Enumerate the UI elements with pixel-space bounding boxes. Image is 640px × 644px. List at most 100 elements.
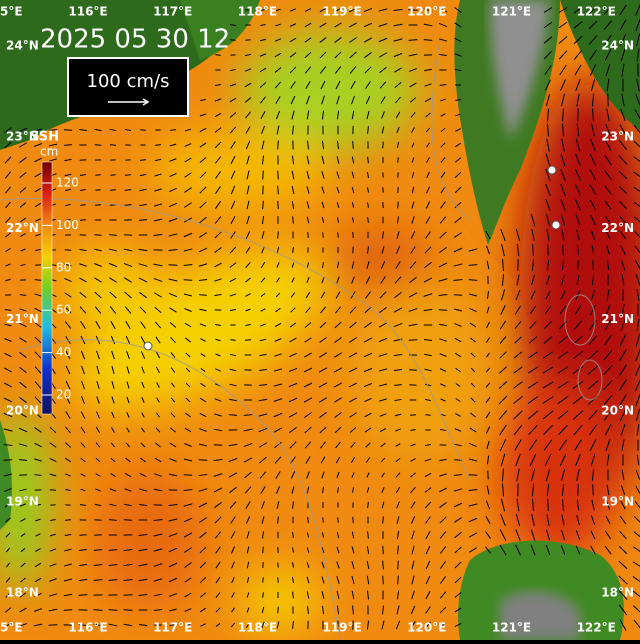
vector [263,171,264,180]
vector [79,535,86,536]
vector [383,142,384,149]
lat-label: 20°N [6,403,39,417]
vector [95,205,101,206]
lon-label: 118°E [238,621,277,635]
vector [140,160,146,161]
island [552,221,560,229]
vector [425,415,430,416]
vector [95,190,100,191]
vector [563,499,564,511]
vector [293,532,294,538]
colorbar-unit: cm [40,145,58,159]
lon-label: 122°E [577,5,616,19]
vector [124,235,132,236]
lat-label: 18°N [601,586,634,600]
colorbar-tick-label: 120 [56,176,79,190]
vector [109,520,117,521]
timestamp: 2025 05 30 12 [40,25,230,55]
vector [548,499,549,511]
lat-label: 21°N [601,312,634,326]
lon-label: 122°E [577,621,616,635]
vector [338,517,339,522]
lat-label: 24°N [601,39,634,53]
vector [109,550,118,551]
lon-label: 117°E [153,5,192,19]
vector [454,295,462,296]
lat-label: 22°N [6,221,39,235]
lat-label: 24°N [6,39,39,53]
colorbar-tick-label: 80 [56,260,71,274]
lon-label: 119°E [322,5,361,19]
vector [94,235,101,236]
vector [245,40,250,41]
vector [563,245,564,256]
lon-label: 117°E [153,621,192,635]
lat-label: 23°N [6,130,39,144]
lat-label: 20°N [601,403,634,417]
lat-label: 18°N [6,586,39,600]
vector [110,190,116,191]
vector [5,310,11,311]
lon-label: 121°E [492,621,531,635]
lon-label: 120°E [407,621,446,635]
lon-label: 118°E [238,5,277,19]
vector [469,475,478,476]
vector [125,175,131,176]
scale-label: 100 cm/s [87,71,170,92]
vector [80,160,87,161]
vector [278,171,279,180]
vector [383,576,384,585]
island [144,342,152,350]
lon-label: 116°E [68,5,107,19]
vector [308,517,309,523]
vector [323,232,324,237]
vector [353,517,354,523]
lat-label: 19°N [601,495,634,509]
vector [278,201,279,209]
vector [533,244,534,256]
vector [64,610,73,611]
vector [94,520,101,521]
lat-label: 23°N [601,130,634,144]
lon-label: 5°E [0,5,23,19]
vector [263,201,264,210]
colorbar-tick-label: 60 [56,303,71,317]
vector [278,516,279,523]
lon-label: 5°E [0,621,23,635]
island [548,166,556,174]
lon-label: 121°E [492,5,531,19]
vector [140,130,145,131]
vector [469,280,477,281]
lon-label: 120°E [407,5,446,19]
vector [124,520,132,521]
lon-label: 119°E [322,621,361,635]
lat-label: 22°N [601,221,634,235]
vector [184,280,193,281]
lon-label: 116°E [68,621,107,635]
vector [383,561,384,570]
lat-label: 19°N [6,495,39,509]
vector [593,484,594,495]
colorbar-tick-label: 100 [56,218,79,232]
vector [409,340,417,341]
vector [230,340,235,341]
colorbar [42,162,52,414]
vector [95,175,100,176]
vector [49,625,58,626]
vector [368,217,369,223]
vector [398,561,399,570]
vector [308,232,309,238]
vector [323,517,324,522]
lat-label: 21°N [6,312,39,326]
vector [338,232,339,237]
colorbar-tick-label: 40 [56,345,71,359]
vector [65,250,72,251]
vector [4,460,13,461]
vector [94,610,103,611]
colorbar-tick-label: 20 [56,388,71,402]
vector [64,145,72,146]
vector [50,490,56,491]
vector [398,202,399,209]
